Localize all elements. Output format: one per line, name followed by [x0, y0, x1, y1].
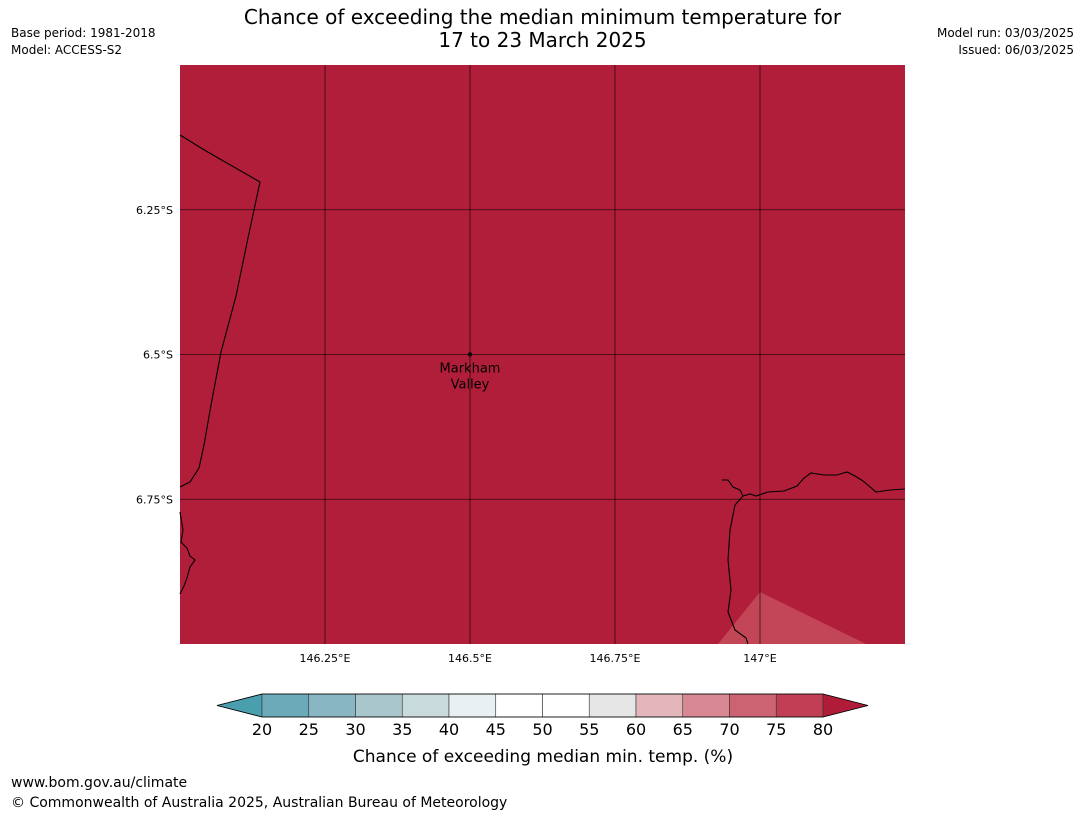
colorbar-tick-label: 40	[439, 720, 459, 739]
lat-tick-label: 6.75°S	[136, 493, 173, 506]
title-line-2: 17 to 23 March 2025	[438, 28, 647, 52]
issued-text: Issued: 06/03/2025	[958, 43, 1074, 57]
title-line-1: Chance of exceeding the median minimum t…	[243, 5, 842, 29]
colorbar-segment	[495, 693, 543, 718]
place-label-line-1: Markham	[440, 362, 501, 377]
metadata-left: Base period: 1981-2018 Model: ACCESS-S2	[11, 25, 156, 59]
coastline-inlet	[727, 495, 749, 645]
lat-tick-label: 6.25°S	[136, 204, 173, 217]
base-period-text: Base period: 1981-2018	[11, 26, 156, 40]
colorbar-tick-label: 25	[299, 720, 319, 739]
coastlines	[179, 134, 906, 645]
colorbar-label: Chance of exceeding median min. temp. (%…	[353, 747, 733, 767]
lat-tick-label: 6.5°S	[143, 349, 173, 362]
colorbar-tick-label: 50	[532, 720, 552, 739]
page-title: Chance of exceeding the median minimum t…	[0, 6, 1085, 52]
lon-tick-label: 146.25°E	[300, 652, 351, 665]
colorbar-tick-label: 35	[392, 720, 412, 739]
metadata-right: Model run: 03/03/2025 Issued: 06/03/2025	[937, 25, 1074, 59]
colorbar-segments	[261, 693, 824, 718]
colorbar-segment	[588, 693, 637, 718]
lon-tick-label: 146.75°E	[590, 652, 641, 665]
colorbar-tick-label: 80	[813, 720, 833, 739]
colorbar-tick-label: 70	[719, 720, 739, 739]
colorbar-segment	[355, 693, 403, 718]
colorbar-segment	[729, 693, 777, 718]
place-label-line-2: Valley	[451, 378, 490, 393]
coastline-left	[179, 511, 196, 595]
border-line	[179, 134, 261, 488]
colorbar-tick-label: 60	[626, 720, 646, 739]
longitude-labels: 146.25°E 146.5°E 146.75°E 147°E	[300, 652, 777, 665]
colorbar-high-extend	[822, 693, 869, 718]
colorbar-tick-label: 75	[766, 720, 786, 739]
colorbar-segment	[261, 693, 310, 718]
colorbar-segment	[448, 693, 497, 718]
colorbar-segment	[635, 693, 684, 718]
colorbar-tick-label: 45	[486, 720, 506, 739]
lon-tick-label: 146.5°E	[448, 652, 492, 665]
colorbar-outline	[216, 693, 869, 718]
footer-url: www.bom.gov.au/climate	[11, 775, 188, 791]
colorbar-tick-label: 65	[673, 720, 693, 739]
colorbar-segment	[308, 693, 356, 718]
colorbar-segment	[682, 693, 730, 718]
coastline-right	[722, 471, 906, 497]
colorbar-segment	[542, 693, 590, 718]
footer-copyright: © Commonwealth of Australia 2025, Austra…	[11, 795, 508, 811]
latitude-labels: 6.25°S 6.5°S 6.75°S	[136, 204, 173, 507]
colorbar-tick-label: 20	[252, 720, 272, 739]
colorbar-segment	[775, 693, 824, 718]
colorbar-tick-label: 30	[345, 720, 365, 739]
colorbar: 20 25 30 35 40 45 50 55 60 65 70 75 80 Chance of exc…	[216, 693, 869, 767]
colorbar-tick-labels: 20 25 30 35 40 45 50 55 60 65 70 75 80	[252, 720, 833, 739]
model-run-text: Model run: 03/03/2025	[936, 26, 1074, 40]
colorbar-low-extend	[216, 693, 263, 718]
place-marker: Markham Valley	[440, 352, 501, 393]
colorbar-segment	[401, 693, 450, 718]
colorbar-tick-label: 55	[579, 720, 599, 739]
map-panel: Markham Valley 6.25°S 6.5°S 6.75°S 146.25°…	[136, 65, 906, 665]
model-text: Model: ACCESS-S2	[11, 43, 123, 57]
forecast-patch	[718, 592, 866, 644]
place-dot	[467, 352, 473, 357]
lon-tick-label: 147°E	[743, 652, 776, 665]
